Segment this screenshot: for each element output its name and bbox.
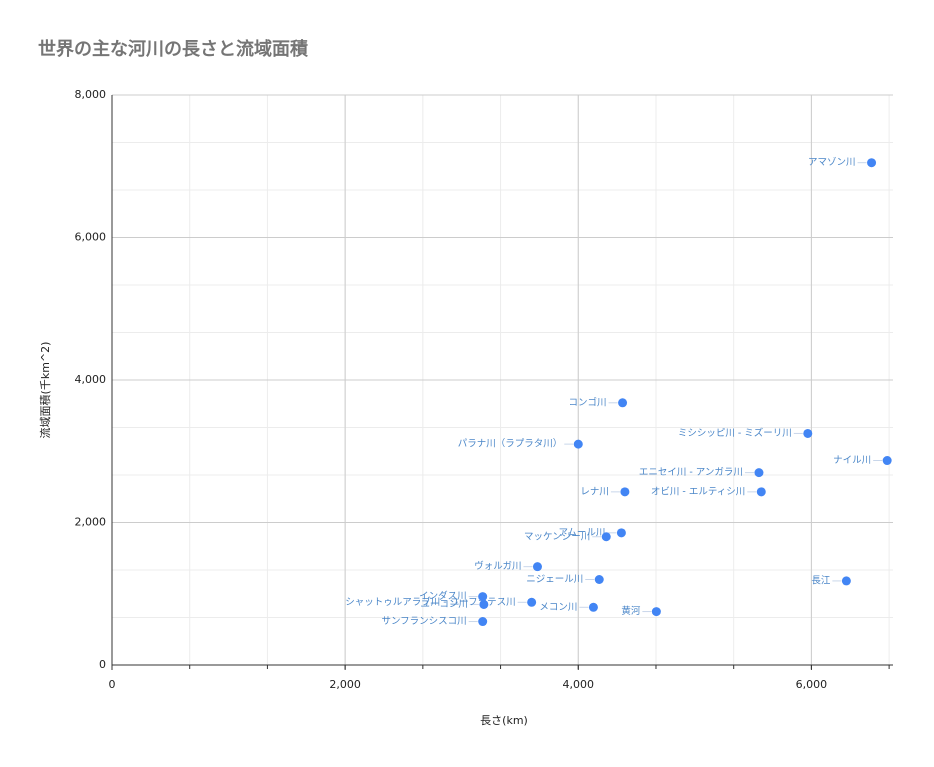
point-label: メコン川 bbox=[539, 602, 577, 613]
point-label: アマゾン川 bbox=[808, 157, 856, 168]
y-tick-label: 2,000 bbox=[75, 516, 107, 529]
point bbox=[803, 428, 813, 438]
point-label: エニセイ川 - アンガラ川 bbox=[639, 467, 743, 478]
point-label: ニジェール川 bbox=[526, 574, 583, 585]
point bbox=[573, 439, 583, 449]
point bbox=[651, 607, 661, 617]
chart-title: 世界の主な河川の長さと流域面積 bbox=[38, 38, 309, 60]
x-tick-label: 2,000 bbox=[329, 678, 361, 691]
point-label: ヴォルガ川 bbox=[474, 560, 521, 572]
point-label: 長江 bbox=[811, 575, 831, 586]
y-tick-label: 0 bbox=[99, 658, 106, 671]
y-tick-label: 8,000 bbox=[75, 88, 107, 101]
point-label: シャットゥルアラブ川 - ユーフラテス川 bbox=[345, 596, 515, 608]
point-label: オビ川 - エルティシ川 bbox=[651, 486, 745, 497]
x-axis-label: 長さ(km) bbox=[480, 714, 528, 727]
x-tick-label: 6,000 bbox=[796, 678, 828, 691]
point-label: ユーコン川 bbox=[420, 599, 468, 610]
point-label: パラナ川（ラプラタ川） bbox=[458, 438, 563, 450]
point-label: コンゴ川 bbox=[569, 396, 607, 408]
point-label: アムール川 bbox=[559, 527, 606, 538]
point bbox=[532, 562, 542, 572]
point-label: インダス川 bbox=[419, 590, 467, 602]
point bbox=[478, 592, 488, 602]
point-label: サンフランシスコ川 bbox=[381, 616, 466, 627]
point bbox=[478, 617, 488, 627]
point-label: レナ川 bbox=[580, 486, 609, 497]
point bbox=[527, 597, 537, 607]
point bbox=[756, 487, 766, 497]
point bbox=[867, 158, 877, 168]
y-axis-label: 流域面積(千km^2) bbox=[38, 342, 52, 439]
x-tick-label: 0 bbox=[109, 678, 116, 691]
y-tick-label: 4,000 bbox=[75, 373, 107, 386]
point bbox=[882, 456, 892, 466]
point bbox=[601, 532, 611, 542]
point bbox=[616, 528, 626, 538]
y-tick-label: 6,000 bbox=[75, 231, 107, 244]
point-label: 黄河 bbox=[621, 605, 641, 617]
point bbox=[588, 602, 598, 612]
point bbox=[620, 487, 630, 497]
point bbox=[618, 398, 628, 408]
point bbox=[841, 576, 851, 586]
point bbox=[594, 575, 604, 584]
point bbox=[479, 599, 489, 609]
point bbox=[754, 468, 764, 478]
point-label: ナイル川 bbox=[833, 455, 871, 466]
point-label: ミシシッピ川 - ミズーリ川 bbox=[678, 427, 792, 439]
point-label: マッケンジー川 bbox=[524, 531, 590, 542]
x-tick-label: 4,000 bbox=[563, 678, 595, 691]
